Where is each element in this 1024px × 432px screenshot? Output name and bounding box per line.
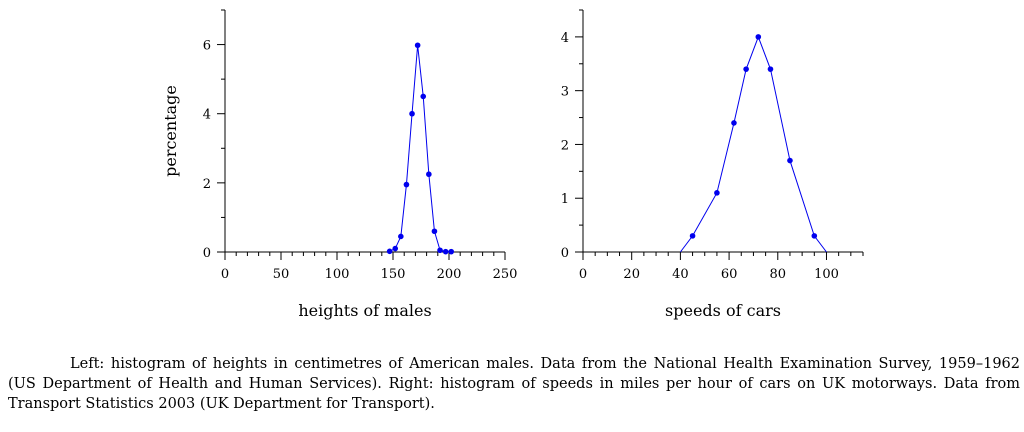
c1-y-tick-label: 4 xyxy=(561,31,569,46)
c0-data-point xyxy=(392,245,399,252)
c0-data-point xyxy=(386,248,393,255)
c1-x-tick-label: 20 xyxy=(623,267,640,282)
c0-y-tick-label: 0 xyxy=(203,246,211,261)
c1-x-tick-label: 40 xyxy=(672,267,689,282)
c1-y-tick-label: 3 xyxy=(561,85,569,100)
c0-data-point xyxy=(420,93,427,100)
c0-x-tick-label: 150 xyxy=(381,267,406,282)
c0-series-line xyxy=(389,45,452,253)
c0-data-point xyxy=(403,181,410,188)
c1-x-tick-label: 100 xyxy=(814,267,839,282)
c0-x-tick-label: 100 xyxy=(325,267,350,282)
c1-x-tick-label: 0 xyxy=(579,267,587,282)
c0-data-point xyxy=(414,42,421,49)
c0-y-tick-label: 6 xyxy=(203,39,211,54)
c0-x-tick-label: 200 xyxy=(437,267,462,282)
caption-text: Left: histogram of heights in centimetre… xyxy=(8,356,1020,412)
c1-data-point xyxy=(743,66,749,72)
c0-x-axis-title: heights of males xyxy=(298,301,431,320)
c1-x-tick-label: 80 xyxy=(770,267,787,282)
c0-y-axis-title: percentage xyxy=(161,85,180,177)
c1-y-tick-label: 2 xyxy=(561,138,569,153)
c1-x-axis-title: speeds of cars xyxy=(665,301,781,320)
figure-caption: Left: histogram of heights in centimetre… xyxy=(8,354,1020,414)
c0-data-point xyxy=(437,247,443,254)
c1-data-point xyxy=(731,120,737,126)
speeds-chart: 0 20 40 60 80 100 0 1 2 3 4 speeds of cars xyxy=(561,9,864,320)
c0-y-tick-label: 4 xyxy=(203,108,211,123)
c1-y-tick-label: 0 xyxy=(561,246,569,261)
c0-data-point xyxy=(426,171,432,178)
c1-data-point xyxy=(755,34,762,40)
c1-data-point xyxy=(714,190,720,196)
c0-data-point xyxy=(448,248,455,255)
c1-x-tick-label: 60 xyxy=(721,267,738,282)
c0-data-point xyxy=(442,248,449,255)
c0-data-point xyxy=(398,233,404,240)
c0-data-point xyxy=(409,110,415,117)
c0-y-tick-label: 2 xyxy=(203,177,211,192)
c1-series-line xyxy=(679,35,827,253)
c1-y-tick-label: 1 xyxy=(561,192,569,207)
c0-x-tick-label: 50 xyxy=(273,267,290,282)
c1-data-point xyxy=(767,66,774,72)
c0-x-tick-label: 250 xyxy=(493,267,518,282)
c1-data-point xyxy=(787,157,793,164)
c0-data-point xyxy=(431,228,438,235)
c1-data-point xyxy=(811,233,818,239)
heights-chart: 0 50 100 150 200 250 0 2 4 6 heights of males perce… xyxy=(161,9,518,320)
c0-x-tick-label: 0 xyxy=(221,267,229,282)
c1-data-point xyxy=(689,233,696,239)
